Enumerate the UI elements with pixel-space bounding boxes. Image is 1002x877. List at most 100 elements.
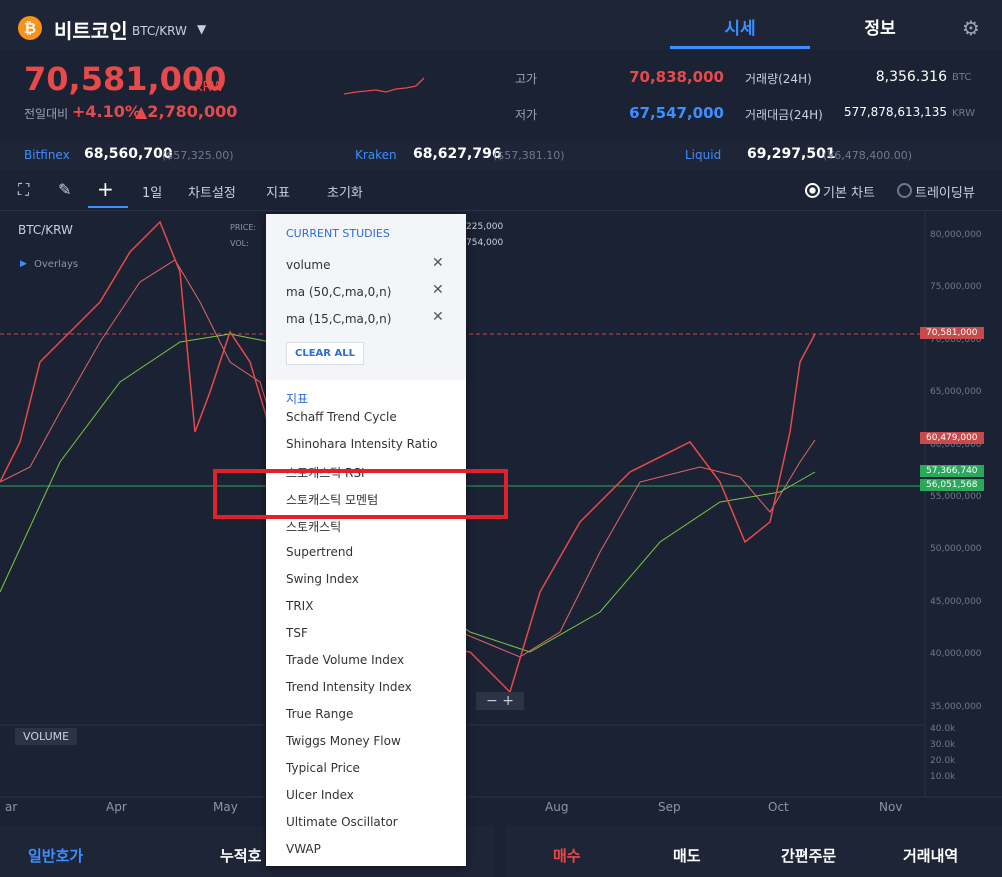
price-axis-label: 55,000,000 [930, 492, 982, 502]
chart-legend: PRICE: [230, 223, 257, 232]
toolbar [0, 172, 1002, 211]
stat-label: 고가 [515, 72, 538, 86]
volume-axis-label: 20.0k [930, 756, 956, 766]
month-label: Aug [545, 800, 569, 814]
dropdown-arrow[interactable]: ▼ [197, 22, 207, 36]
pair[interactable]: BTC/KRW [132, 24, 187, 38]
month-label: ar [5, 800, 18, 814]
price-axis-label: 80,000,000 [930, 230, 982, 240]
chart-legend-value: 754,000 [466, 238, 504, 248]
indicator-item[interactable]: TRIX [286, 599, 314, 613]
volume-axis-label: 30.0k [930, 740, 956, 750]
toolbar-item[interactable]: 1일 [142, 186, 163, 201]
indicator-item[interactable]: Supertrend [286, 545, 354, 559]
toolbar-item[interactable]: 지표 [266, 186, 290, 201]
overlays-arrow: ▶ [20, 259, 27, 269]
month-label: May [213, 800, 238, 814]
toolbar-item[interactable]: 초기화 [327, 186, 363, 201]
overlays-toggle[interactable]: Overlays [34, 259, 79, 270]
radio[interactable] [805, 183, 820, 198]
indicator-item[interactable]: Trend Intensity Index [286, 680, 412, 694]
remove-study[interactable]: ✕ [432, 282, 444, 298]
exchange-name: Kraken [355, 148, 397, 162]
tab-underline [670, 46, 810, 49]
bottom-tab[interactable]: 누적호 [220, 847, 262, 865]
indicator-item[interactable]: True Range [286, 707, 354, 721]
month-label: Oct [768, 800, 789, 814]
highlight-box [213, 469, 508, 519]
exchange-usd: (¥6,478,400.00) [823, 149, 913, 162]
indicator-item[interactable]: Ultimate Oscillator [286, 815, 398, 829]
indicator-item[interactable]: Schaff Trend Cycle [286, 410, 397, 424]
exchange-usd: ($57,325.00) [162, 149, 234, 162]
study-item[interactable]: ma (50,C,ma,0,n) [286, 285, 392, 299]
chart-type[interactable]: 트레이딩뷰 [915, 186, 975, 201]
indicator-item[interactable]: VWAP [286, 842, 321, 856]
exchange-name: Liquid [685, 148, 722, 162]
price-axis-label: 65,000,000 [930, 387, 982, 398]
indicator-item[interactable]: Trade Volume Index [286, 653, 405, 667]
stat-unit: KRW [952, 108, 975, 119]
price-tag: 56,051,568 [920, 479, 984, 491]
radio[interactable] [897, 183, 912, 198]
change-amount: ▲2,780,000 [135, 102, 238, 121]
exchange-usd: ($57,381.10) [493, 149, 565, 162]
price-axis-label: 60,000,000 [930, 439, 982, 450]
draw-icon[interactable]: ✎ [58, 180, 72, 199]
tab[interactable]: 시세 [724, 19, 756, 39]
stat-value: 8,356.316 [875, 69, 947, 85]
clear-all-button[interactable]: CLEAR ALL [286, 342, 364, 365]
bottom-tab[interactable]: 일반호가 [28, 847, 84, 865]
chart-type[interactable]: 기본 차트 [823, 186, 875, 201]
active-indicator [88, 206, 128, 208]
stat-label: 거래대금(24H) [745, 108, 823, 122]
study-item[interactable]: volume [286, 258, 331, 272]
indicator-item[interactable]: 스토캐스틱 모멘텀 [286, 493, 379, 507]
stat-label: 거래량(24H) [745, 72, 812, 86]
indicator-item[interactable]: Twiggs Money Flow [286, 734, 401, 748]
exchange-price: 68,560,700 [84, 146, 173, 162]
zoom-controls[interactable]: − + [476, 692, 524, 710]
bottom-tab[interactable]: 매도 [673, 847, 701, 865]
remove-study[interactable]: ✕ [432, 255, 444, 271]
indicator-item[interactable]: 스토캐스틱 [286, 520, 342, 534]
studies-menu: 지표 Schaff Trend Cycle Shinohara Intensity… [266, 214, 466, 866]
volume-axis-label: 10.0k [930, 772, 956, 782]
indicator-item[interactable]: TSF [286, 626, 308, 640]
exchange-bar [0, 140, 1002, 170]
stat-value: 67,547,000 [629, 104, 724, 122]
settings-icon[interactable]: ⚙ [962, 16, 980, 40]
indicator-item[interactable]: Swing Index [286, 572, 359, 586]
price-unit: KRW [194, 80, 224, 95]
coin-icon: ₿ [18, 16, 42, 40]
volume-label: VOLUME [15, 728, 78, 745]
stat-value: 70,838,000 [629, 68, 724, 86]
tab[interactable]: 정보 [864, 19, 896, 39]
bottom-tab[interactable]: 거래내역 [903, 847, 959, 865]
volume-axis-label: 40.0k [930, 724, 956, 734]
month-label: Nov [879, 800, 903, 814]
exchange-price: 69,297,501 [747, 146, 836, 162]
fullscreen-icon[interactable]: ⛶ [18, 180, 30, 199]
coin-name: 비트코인 [54, 19, 128, 43]
bottom-tab[interactable]: 간편주문 [781, 847, 837, 865]
indicator-item[interactable]: Typical Price [286, 761, 360, 775]
exchange-price: 68,627,796 [413, 146, 502, 162]
toolbar-item[interactable]: 차트설정 [188, 186, 236, 201]
stat-unit: BTC [952, 72, 972, 83]
price-axis-label: 50,000,000 [930, 544, 982, 555]
bottom-tab[interactable]: 매수 [553, 847, 581, 865]
indicator-item[interactable]: Ulcer Index [286, 788, 354, 802]
top-bar [0, 0, 1002, 50]
crosshair-icon[interactable]: + [97, 177, 114, 201]
indicator-item[interactable]: Shinohara Intensity Ratio [286, 437, 438, 451]
price: 70,581,000 [24, 60, 227, 98]
order-tabs [506, 826, 1002, 877]
month-label: Apr [106, 800, 127, 814]
price-axis-label: 70,000,000 [930, 334, 982, 345]
remove-study[interactable]: ✕ [432, 309, 444, 325]
price-axis-label: 75,000,000 [930, 282, 982, 293]
price-axis-label: 40,000,000 [930, 649, 982, 660]
study-item[interactable]: ma (15,C,ma,0,n) [286, 312, 392, 326]
